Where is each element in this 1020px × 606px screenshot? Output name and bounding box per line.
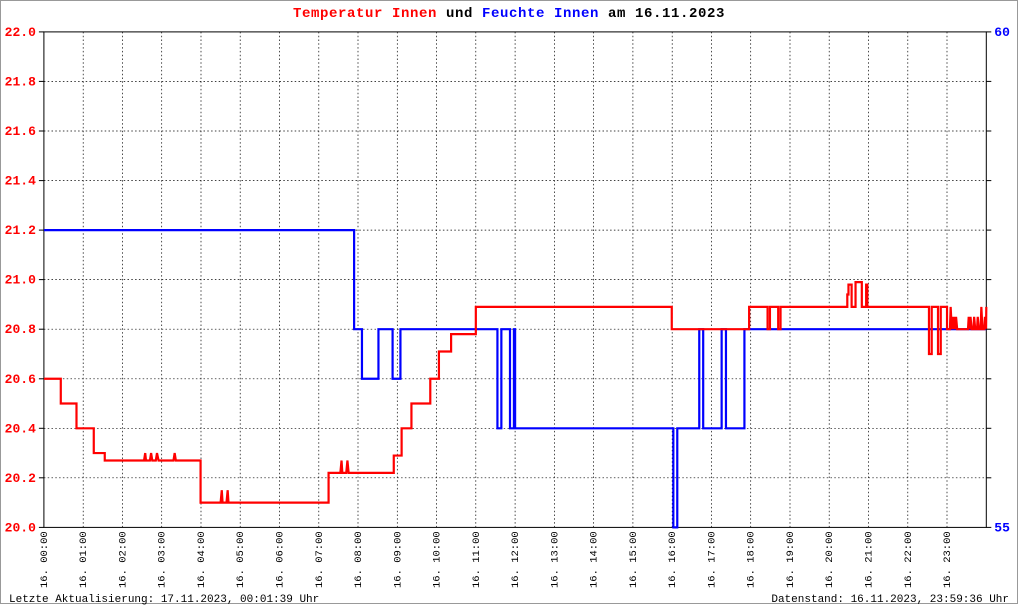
svg-text:16. 09:00: 16. 09:00 — [392, 531, 404, 588]
svg-text:21.4: 21.4 — [5, 174, 36, 189]
svg-text:16. 13:00: 16. 13:00 — [549, 531, 561, 588]
svg-text:22.0: 22.0 — [5, 25, 36, 40]
svg-text:16. 14:00: 16. 14:00 — [589, 531, 601, 588]
svg-text:16. 12:00: 16. 12:00 — [510, 531, 522, 588]
svg-text:20.4: 20.4 — [5, 421, 36, 436]
svg-text:16. 03:00: 16. 03:00 — [157, 531, 169, 588]
svg-text:16. 17:00: 16. 17:00 — [706, 531, 718, 588]
svg-text:20.6: 20.6 — [5, 372, 36, 387]
svg-text:16. 01:00: 16. 01:00 — [78, 531, 90, 588]
svg-text:16. 00:00: 16. 00:00 — [39, 531, 51, 588]
svg-text:16. 19:00: 16. 19:00 — [785, 531, 797, 588]
svg-text:21.6: 21.6 — [5, 124, 36, 139]
svg-text:16. 05:00: 16. 05:00 — [235, 531, 247, 588]
svg-text:20.8: 20.8 — [5, 322, 36, 337]
svg-text:16. 06:00: 16. 06:00 — [275, 531, 287, 588]
svg-text:16. 20:00: 16. 20:00 — [824, 531, 836, 588]
svg-text:60: 60 — [994, 25, 1010, 40]
svg-text:21.0: 21.0 — [5, 273, 36, 288]
svg-text:20.2: 20.2 — [5, 471, 36, 486]
svg-text:55: 55 — [994, 520, 1010, 535]
svg-text:16. 23:00: 16. 23:00 — [942, 531, 954, 588]
svg-text:21.2: 21.2 — [5, 223, 36, 238]
svg-text:16. 18:00: 16. 18:00 — [746, 531, 758, 588]
svg-text:16. 21:00: 16. 21:00 — [864, 531, 876, 588]
svg-text:20.0: 20.0 — [5, 520, 36, 535]
svg-text:16. 04:00: 16. 04:00 — [196, 531, 208, 588]
svg-text:16. 11:00: 16. 11:00 — [471, 531, 483, 588]
svg-text:16. 08:00: 16. 08:00 — [353, 531, 365, 588]
svg-text:16. 15:00: 16. 15:00 — [628, 531, 640, 588]
svg-text:16. 02:00: 16. 02:00 — [117, 531, 129, 588]
svg-text:16. 22:00: 16. 22:00 — [903, 531, 915, 588]
svg-text:16. 16:00: 16. 16:00 — [667, 531, 679, 588]
svg-text:16. 07:00: 16. 07:00 — [314, 531, 326, 588]
svg-text:16. 10:00: 16. 10:00 — [432, 531, 444, 588]
svg-text:21.8: 21.8 — [5, 74, 36, 89]
